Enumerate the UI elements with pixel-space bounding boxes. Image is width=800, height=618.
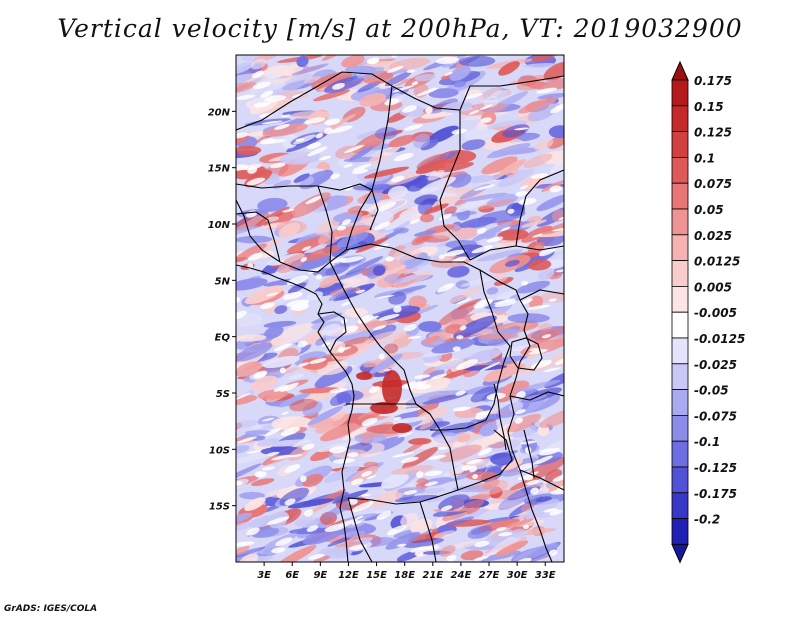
- lat-tick-label: 10N: [208, 220, 231, 231]
- lon-tick-label: 12E: [338, 570, 359, 581]
- lat-tick-label: 10S: [209, 445, 230, 456]
- colorbar-bottom-arrow: [671, 543, 689, 564]
- lake-victoria: [509, 337, 543, 371]
- lon-tick-label: 9E: [313, 570, 327, 581]
- lon-tick-label: 21E: [422, 570, 443, 581]
- colorbar-top-arrow: [671, 60, 689, 81]
- plot-frame: [235, 54, 565, 563]
- colorbar-swatch: [671, 466, 689, 494]
- colorbar-swatch: [671, 208, 689, 236]
- border-botswana: [419, 501, 437, 562]
- colorbar-swatch: [671, 363, 689, 390]
- colorbar-label: -0.0125: [694, 332, 745, 346]
- border-congo-drc: [329, 261, 431, 415]
- colorbar-swatch: [671, 156, 689, 184]
- colorbar-swatch: [671, 337, 689, 365]
- border-chad-sudan: [439, 110, 471, 261]
- colorbar-label: 0.175: [694, 74, 732, 88]
- border-tanzania: [509, 391, 564, 401]
- border-nigeria: [236, 183, 373, 273]
- lat-tick-label: 15S: [209, 502, 230, 513]
- colorbar-swatch: [671, 492, 689, 519]
- lon-tick-label: 6E: [285, 570, 299, 581]
- colorbar-swatch: [671, 518, 689, 545]
- border-ghana-benin: [236, 211, 281, 263]
- lon-tick-label: 18E: [394, 570, 415, 581]
- lon-tick-label: 33E: [535, 570, 556, 581]
- border-niger-chad: [369, 85, 393, 231]
- lon-tick-label: 27E: [479, 570, 500, 581]
- border-uganda-kenya: [519, 289, 564, 301]
- chart-title: Vertical velocity [m/s] at 200hPa, VT: 2…: [57, 14, 743, 43]
- country-borders: [236, 71, 564, 562]
- lon-tick-label: 15E: [366, 570, 387, 581]
- lat-tick-label: 5N: [215, 276, 231, 287]
- lat-tick-label: 15N: [208, 164, 231, 175]
- colorbar-swatch: [671, 182, 689, 210]
- lon-tick-label: 30E: [507, 570, 528, 581]
- colorbar-label: -0.05: [694, 384, 729, 398]
- border-namibia: [347, 497, 373, 562]
- colorbar-swatch: [671, 105, 689, 133]
- colorbar-label: 0.075: [694, 177, 732, 191]
- colorbar-swatch: [671, 440, 689, 468]
- lon-tick-label: 3E: [257, 570, 271, 581]
- border-sahel-north: [236, 71, 564, 131]
- colorbar-label: 0.05: [694, 203, 724, 217]
- colorbar-label: -0.075: [694, 409, 737, 423]
- coastline-west-africa: [236, 264, 355, 562]
- colorbar-label: 0.0125: [694, 255, 740, 269]
- colorbar-label: -0.2: [694, 513, 720, 527]
- colorbar-label: 0.005: [694, 280, 732, 294]
- map-axes: 20N 15N 10N 5N EQ 5S 10S 15S 3E 6E 9E 12E 15E 18E 21E 2…: [208, 107, 556, 581]
- grads-credit: GrADS: IGES/COLA: [4, 604, 98, 614]
- colorbar-label: -0.125: [694, 461, 737, 475]
- lat-tick-label: EQ: [215, 333, 231, 344]
- colorbar-swatch: [671, 414, 689, 442]
- colorbar-swatch: [671, 234, 689, 262]
- border-gabon: [317, 311, 347, 353]
- colorbar-swatch: [671, 79, 689, 107]
- lake-tanganyika: [493, 383, 507, 451]
- colorbar-swatch: [671, 131, 689, 158]
- colorbar: 0.175 0.15 0.125 0.1 0.075 0.05 0.025 0.0125 0.0…: [671, 60, 745, 564]
- border-angola: [346, 403, 459, 505]
- border-zambia: [457, 429, 513, 491]
- colorbar-label: -0.1: [694, 435, 720, 449]
- colorbar-label: 0.125: [694, 126, 732, 140]
- lon-tick-label: 24E: [451, 570, 472, 581]
- colorbar-swatch: [671, 285, 689, 313]
- colorbar-swatch: [671, 260, 689, 287]
- colorbar-label: 0.025: [694, 229, 732, 243]
- border-car: [345, 243, 521, 301]
- colorbar-label: 0.15: [694, 100, 724, 114]
- border-mozambique: [519, 469, 564, 491]
- colorbar-label: -0.025: [694, 358, 737, 372]
- colorbar-label: -0.175: [694, 487, 737, 501]
- lat-tick-label: 20N: [208, 107, 231, 118]
- colorbar-swatch: [671, 311, 689, 339]
- border-ethiopia: [515, 169, 564, 247]
- border-cameroon: [317, 185, 333, 263]
- lake-malawi: [523, 429, 535, 479]
- border-drc-east: [430, 269, 511, 431]
- colorbar-label: 0.1: [694, 151, 715, 165]
- velocity-field: [236, 55, 564, 562]
- lat-tick-label: 5S: [216, 389, 230, 400]
- colorbar-swatch: [671, 389, 689, 416]
- colorbar-label: -0.005: [694, 306, 737, 320]
